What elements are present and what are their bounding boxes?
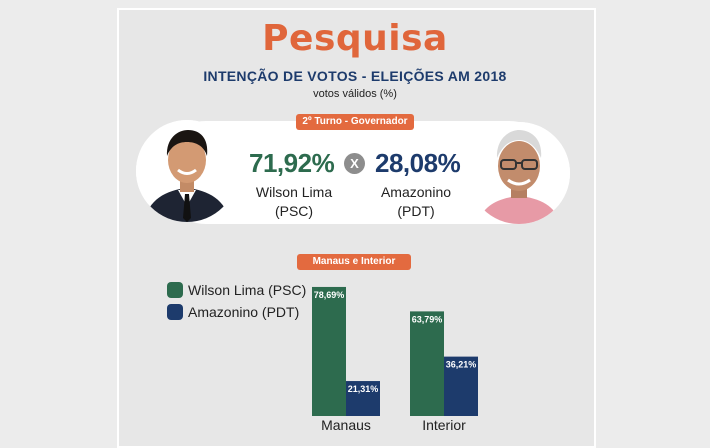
amazonino-percentage: 28,08% bbox=[375, 148, 461, 178]
amazonino-name-block: Amazonino (PDT) bbox=[370, 183, 462, 221]
wilson-party: (PSC) bbox=[274, 203, 314, 219]
bar-wilson-interior bbox=[410, 311, 444, 416]
poll-subtitle: INTENÇÃO DE VOTOS - ELEIÇÕES AM 2018 bbox=[203, 68, 507, 84]
category-label: Interior bbox=[422, 417, 466, 430]
data-label: 36,21% bbox=[446, 360, 477, 370]
wilson-percentage: 71,92% bbox=[249, 148, 335, 178]
legend-label: Amazonino (PDT) bbox=[188, 304, 299, 320]
legend-swatch bbox=[167, 304, 183, 320]
poll-card bbox=[117, 8, 596, 448]
bar-amazonino-manaus bbox=[346, 381, 380, 416]
wilson-name: Wilson Lima bbox=[255, 184, 333, 200]
bar-chart: 78,69% 21,31% Manaus 63,79% 36,21% Interior Wi… bbox=[167, 282, 478, 430]
runoff-label: 2º Turno - Governador bbox=[296, 114, 414, 130]
category-label: Manaus bbox=[321, 417, 371, 430]
data-label: 21,31% bbox=[348, 384, 379, 394]
bar-amazonino-interior bbox=[444, 356, 478, 416]
data-label: 78,69% bbox=[314, 290, 345, 300]
candidate-photo-wilson bbox=[136, 120, 238, 222]
page-title: Pesquisa bbox=[262, 18, 448, 59]
data-label: 63,79% bbox=[412, 314, 443, 324]
unit-label: votos válidos (%) bbox=[313, 88, 397, 100]
chart-title: Manaus e Interior bbox=[297, 254, 411, 270]
bar-wilson-manaus bbox=[312, 286, 346, 416]
amazonino-name: Amazonino bbox=[380, 184, 452, 200]
versus-icon: X bbox=[344, 153, 365, 174]
amazonino-party: (PDT) bbox=[397, 203, 435, 219]
legend-label: Wilson Lima (PSC) bbox=[188, 282, 306, 298]
legend-swatch bbox=[167, 282, 183, 298]
candidate-photo-amazonino bbox=[468, 122, 570, 224]
wilson-name-block: Wilson Lima (PSC) bbox=[248, 183, 340, 221]
